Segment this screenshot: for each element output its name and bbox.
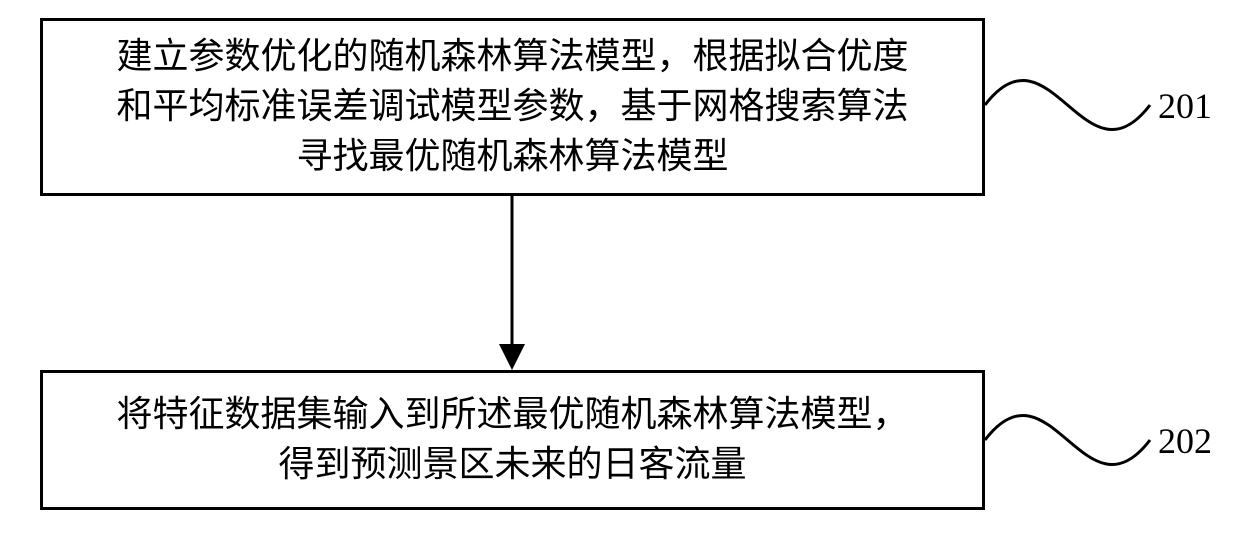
step-label-202: 202	[1158, 420, 1212, 462]
diagram-canvas: 建立参数优化的随机森林算法模型，根据拟合优度 和平均标准误差调试模型参数，基于网…	[0, 0, 1240, 545]
connector-curve-202	[0, 0, 1240, 545]
